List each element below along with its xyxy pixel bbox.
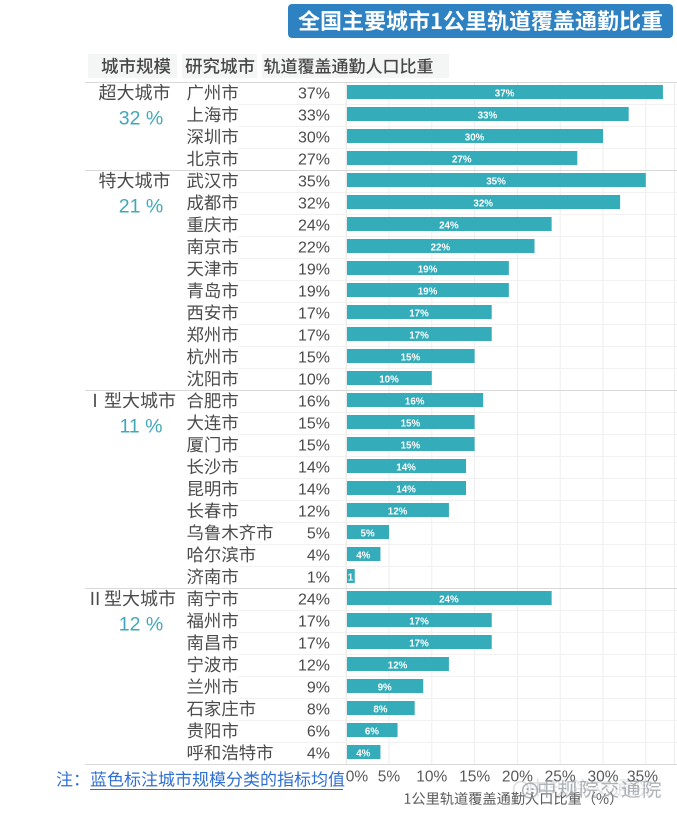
svg-text:14%: 14% [298,482,330,499]
svg-text:24%: 24% [439,220,459,231]
svg-text:24%: 24% [298,592,330,609]
svg-text:17%: 17% [409,616,429,627]
svg-text:12 %: 12 % [119,613,163,635]
svg-text:16%: 16% [405,396,425,407]
svg-text:27%: 27% [452,154,472,165]
svg-text:4%: 4% [356,550,370,561]
svg-text:37%: 37% [495,88,515,99]
svg-text:21 %: 21 % [119,195,163,217]
svg-text:24%: 24% [298,218,330,235]
svg-text:22%: 22% [431,242,451,253]
svg-text:10%: 10% [379,374,399,385]
svg-text:14%: 14% [396,462,416,473]
svg-text:6%: 6% [307,724,330,741]
svg-text:19%: 19% [298,284,330,301]
svg-text:16%: 16% [298,394,330,411]
svg-text:17%: 17% [298,614,330,631]
svg-text:12%: 12% [388,506,408,517]
svg-text:15%: 15% [298,438,330,455]
svg-text:12%: 12% [388,660,408,671]
svg-text:17%: 17% [298,328,330,345]
svg-text:5%: 5% [378,769,401,786]
svg-text:9%: 9% [378,682,392,693]
svg-text:8%: 8% [373,704,387,715]
svg-text:33%: 33% [478,110,498,121]
svg-text:15%: 15% [298,416,330,433]
svg-text:0%: 0% [346,769,369,786]
svg-text:6%: 6% [365,726,379,737]
svg-text:12%: 12% [298,658,330,675]
svg-text:11 %: 11 % [120,415,163,437]
svg-text:22%: 22% [298,240,330,257]
svg-text:27%: 27% [298,152,330,169]
svg-text:17%: 17% [409,638,429,649]
svg-text:14%: 14% [298,460,330,477]
svg-text:24%: 24% [439,594,459,605]
svg-text:5%: 5% [361,528,375,539]
svg-text:30%: 30% [587,769,618,786]
svg-text:9%: 9% [307,680,330,697]
svg-text:17%: 17% [409,330,429,341]
svg-text:37%: 37% [298,86,330,103]
svg-text:25%: 25% [545,769,576,786]
svg-text:32%: 32% [473,198,493,209]
svg-text:15%: 15% [298,350,330,367]
svg-text:15%: 15% [459,769,490,786]
svg-text:19%: 19% [298,262,330,279]
svg-text:10%: 10% [298,372,330,389]
svg-text:4%: 4% [307,548,330,565]
svg-text:1%: 1% [307,570,330,587]
svg-text:17%: 17% [298,636,330,653]
svg-text:15%: 15% [401,352,421,363]
svg-text:4%: 4% [356,748,370,759]
svg-text:17%: 17% [409,308,429,319]
svg-text:35%: 35% [486,176,506,187]
svg-text:33%: 33% [298,108,330,125]
svg-text:5%: 5% [307,526,330,543]
svg-text:20%: 20% [502,769,533,786]
svg-text:19%: 19% [418,286,438,297]
svg-text:8%: 8% [307,702,330,719]
svg-text:32 %: 32 % [119,107,163,129]
svg-text:35%: 35% [298,174,330,191]
svg-text:17%: 17% [298,306,330,323]
svg-text:4%: 4% [307,746,330,763]
svg-text:12%: 12% [298,504,330,521]
svg-text:15%: 15% [401,418,421,429]
svg-text:30%: 30% [465,132,485,143]
svg-text:15%: 15% [401,440,421,451]
svg-text:10%: 10% [416,769,447,786]
svg-text:14%: 14% [396,484,416,495]
svg-text:30%: 30% [298,130,330,147]
svg-text:1: 1 [348,572,354,583]
svg-text:32%: 32% [298,196,330,213]
svg-text:19%: 19% [418,264,438,275]
